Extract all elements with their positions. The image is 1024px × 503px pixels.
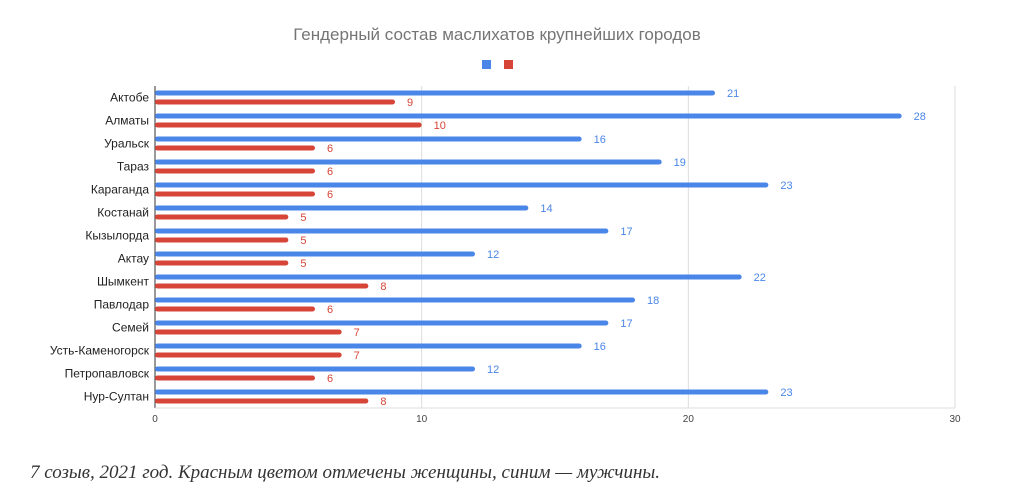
data-label: 5	[300, 212, 306, 224]
legend-swatch	[482, 60, 491, 69]
bar-blue	[155, 320, 609, 326]
category-label: Костанай	[97, 206, 149, 220]
data-label: 23	[780, 387, 792, 399]
legend-swatch	[504, 60, 513, 69]
bar-blue	[155, 90, 715, 96]
bar-blue	[155, 159, 662, 165]
bar-red	[155, 99, 395, 105]
data-label: 7	[354, 327, 360, 339]
bar-blue	[155, 113, 902, 119]
x-tick-label: 30	[949, 414, 961, 425]
data-label: 5	[300, 258, 306, 270]
category-label: Тараз	[117, 160, 150, 174]
bar-blue	[155, 182, 769, 188]
category-label: Усть-Каменогорск	[50, 344, 150, 358]
bar-blue	[155, 343, 582, 349]
chart-title: Гендерный состав маслихатов крупнейших г…	[293, 25, 701, 44]
bar-blue	[155, 136, 582, 142]
data-label: 6	[327, 304, 333, 316]
category-label: Петропавловск	[65, 367, 150, 381]
category-label: Алматы	[105, 114, 149, 128]
x-tick-label: 20	[683, 414, 695, 425]
data-label: 10	[434, 120, 446, 132]
data-label: 8	[380, 396, 386, 408]
data-label: 6	[327, 143, 333, 155]
data-label: 9	[407, 97, 413, 109]
bar-red	[155, 260, 289, 266]
bar-red	[155, 237, 289, 243]
bar-red	[155, 168, 315, 174]
data-label: 18	[647, 295, 659, 307]
category-label: Семей	[112, 321, 149, 335]
category-label: Павлодар	[94, 298, 150, 312]
data-label: 17	[620, 226, 632, 238]
chart-caption: 7 созыв, 2021 год. Красным цветом отмече…	[30, 462, 661, 483]
data-label: 8	[380, 281, 386, 293]
data-label: 12	[487, 364, 499, 376]
chart: Гендерный состав маслихатов крупнейших г…	[50, 25, 961, 425]
category-label: Караганда	[91, 183, 149, 197]
category-label: Шымкент	[97, 275, 150, 289]
category-labels: Актобе Алматы Уральск Тараз Караганда Костана…	[50, 91, 150, 404]
data-label: 12	[487, 249, 499, 261]
data-label: 16	[594, 134, 606, 146]
bar-red	[155, 122, 422, 128]
data-label: 5	[300, 235, 306, 247]
data-label: 19	[674, 157, 686, 169]
bar-red	[155, 398, 369, 404]
bar-red	[155, 214, 289, 220]
data-label: 7	[354, 350, 360, 362]
data-label: 21	[727, 88, 739, 100]
bar-blue	[155, 274, 742, 280]
bar-red	[155, 375, 315, 381]
bar-red	[155, 329, 342, 335]
category-label: Актау	[118, 252, 149, 266]
chart-legend	[482, 60, 513, 69]
data-label: 6	[327, 373, 333, 385]
bar-blue	[155, 389, 769, 395]
bar-blue	[155, 205, 529, 211]
bar-red	[155, 191, 315, 197]
category-label: Нур-Султан	[84, 390, 149, 404]
bar-blue	[155, 366, 475, 372]
bar-red	[155, 352, 342, 358]
data-label: 14	[540, 203, 552, 215]
data-label: 28	[914, 111, 926, 123]
bar-blue	[155, 251, 475, 257]
x-axis-ticks: 0 10 20 30	[152, 414, 961, 425]
bar-red	[155, 145, 315, 151]
bar-blue	[155, 228, 609, 234]
x-tick-label: 10	[416, 414, 428, 425]
gridlines	[154, 86, 956, 409]
data-label: 6	[327, 166, 333, 178]
data-label: 23	[780, 180, 792, 192]
bars	[155, 90, 902, 404]
category-label: Кызылорда	[85, 229, 149, 243]
data-label: 22	[754, 272, 766, 284]
category-label: Уральск	[104, 137, 150, 151]
category-label: Актобе	[110, 91, 149, 105]
bar-red	[155, 306, 315, 312]
bar-blue	[155, 297, 635, 303]
x-tick-label: 0	[152, 414, 158, 425]
data-label: 17	[620, 318, 632, 330]
data-label: 6	[327, 189, 333, 201]
data-label: 16	[594, 341, 606, 353]
value-labels: 21 9 28 10 16 6 19 6 23 6 14 5 17 5 12 5 22 8 18 6 17 7 16 7 12 6…	[300, 88, 926, 408]
bar-red	[155, 283, 369, 289]
